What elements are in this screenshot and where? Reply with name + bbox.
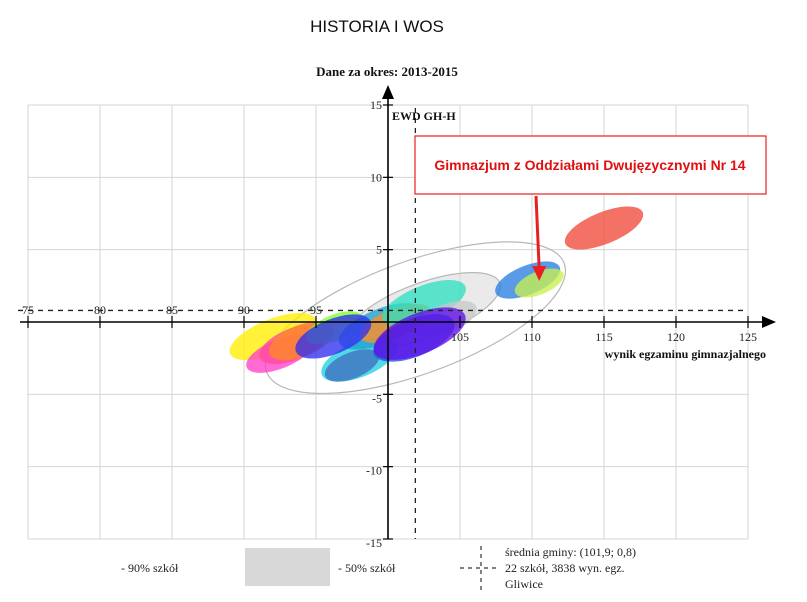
x-tick-label: 90: [238, 303, 250, 317]
legend-label-90: - 90% szkół: [121, 561, 179, 575]
legend-mean-symbol: [460, 546, 500, 590]
school-ellipse: [229, 312, 317, 361]
legend-swatch-50: [245, 548, 330, 586]
school-ellipses: [229, 206, 644, 382]
y-axis-label: EWD GH-H: [392, 109, 456, 123]
legend-label-50: - 50% szkół: [338, 561, 396, 575]
chart-title: HISTORIA I WOS: [310, 17, 444, 36]
legend-mean-line-2: 22 szkół, 3838 wyn. egz.: [505, 561, 625, 575]
x-axis-label: wynik egzaminu gimnazjalnego: [605, 347, 766, 361]
x-tick-label: 115: [595, 330, 613, 344]
school-callout: Gimnazjum z Oddziałami Dwujęzycznymi Nr …: [414, 135, 767, 281]
school-ellipse: [514, 268, 564, 298]
callout-label: Gimnazjum z Oddziałami Dwujęzycznymi Nr …: [434, 157, 745, 173]
school-ellipse: [382, 279, 466, 327]
x-tick-label: 120: [667, 330, 685, 344]
y-tick-label: -10: [366, 464, 382, 478]
chart-subtitle: Dane za okres: 2013-2015: [316, 64, 458, 79]
callout-arrow: [534, 195, 541, 270]
x-tick-label: 125: [739, 330, 757, 344]
school-ellipse: [564, 206, 644, 250]
axes: [20, 85, 776, 540]
y-axis-arrow: [382, 85, 394, 99]
y-tick-label: 10: [370, 170, 382, 184]
x-axis-arrow: [762, 316, 776, 328]
legend: - 90% szkół - 50% szkół średnia gminy: (…: [121, 545, 636, 591]
x-tick-label: 105: [451, 330, 469, 344]
x-tick-label: 95: [310, 303, 322, 317]
school-ellipse: [373, 307, 466, 360]
y-tick-label: -15: [366, 536, 382, 550]
y-tick-label: -5: [372, 391, 382, 405]
legend-mean-line-1: średnia gminy: (101,9; 0,8): [505, 545, 636, 559]
callout-arrow-head: [532, 265, 547, 281]
school-ellipse: [324, 349, 380, 382]
y-tick-label: 5: [376, 243, 382, 257]
school-ellipse: [295, 314, 372, 359]
legend-mean-line-3: Gliwice: [505, 577, 543, 591]
y-tick-label: 15: [370, 98, 382, 112]
callout-box: [414, 135, 767, 195]
x-tick-label: 110: [523, 330, 541, 344]
